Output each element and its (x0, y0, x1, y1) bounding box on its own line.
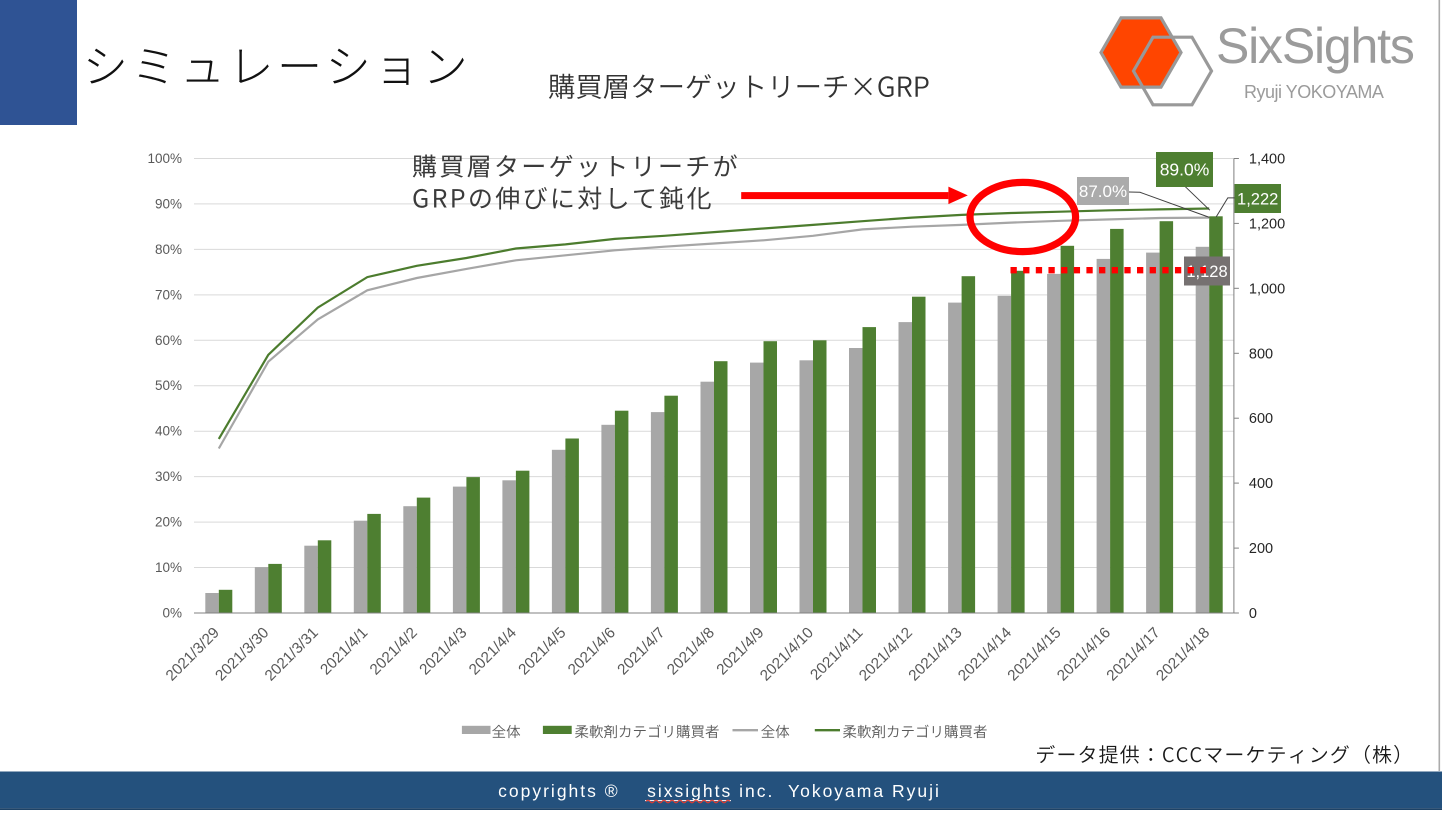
svg-text:1,222: 1,222 (1237, 190, 1278, 208)
svg-text:70%: 70% (155, 287, 182, 302)
svg-text:1,128: 1,128 (1186, 263, 1227, 281)
svg-text:2021/4/7: 2021/4/7 (614, 624, 668, 678)
svg-text:Ryuji YOKOYAMA: Ryuji YOKOYAMA (1244, 82, 1384, 102)
svg-text:SixSights: SixSights (1216, 18, 1414, 74)
svg-text:80%: 80% (155, 242, 182, 257)
svg-text:40%: 40% (155, 424, 182, 439)
svg-text:90%: 90% (155, 196, 182, 211)
svg-text:2021/4/1: 2021/4/1 (317, 624, 371, 678)
svg-text:30%: 30% (155, 469, 182, 484)
svg-text:2021/4/3: 2021/4/3 (416, 624, 470, 678)
svg-text:89.0%: 89.0% (1160, 160, 1210, 180)
svg-text:1,200: 1,200 (1249, 216, 1285, 232)
svg-text:2021/4/17: 2021/4/17 (1103, 624, 1163, 684)
svg-text:copyrights ® sixsights inc.: copyrights ® sixsights inc. Yokoyama Ryu… (498, 781, 941, 801)
svg-text:10%: 10% (155, 560, 182, 575)
svg-text:2021/4/5: 2021/4/5 (515, 624, 569, 678)
svg-text:20%: 20% (155, 515, 182, 530)
svg-text:2021/4/12: 2021/4/12 (856, 624, 916, 684)
svg-text:2021/4/4: 2021/4/4 (466, 624, 520, 678)
svg-text:2021/4/18: 2021/4/18 (1153, 624, 1213, 684)
svg-text:0%: 0% (162, 606, 182, 621)
svg-text:2021/4/10: 2021/4/10 (757, 624, 817, 684)
svg-text:2021/4/8: 2021/4/8 (664, 624, 718, 678)
svg-text:87.0%: 87.0% (1079, 182, 1127, 201)
svg-text:0: 0 (1249, 606, 1257, 622)
svg-text:1,400: 1,400 (1249, 152, 1285, 168)
svg-text:2021/4/6: 2021/4/6 (565, 624, 619, 678)
svg-text:60%: 60% (155, 333, 182, 348)
svg-text:400: 400 (1249, 476, 1273, 492)
svg-text:600: 600 (1249, 411, 1273, 427)
svg-text:200: 200 (1249, 541, 1273, 557)
svg-text:50%: 50% (155, 378, 182, 393)
svg-text:1,000: 1,000 (1249, 281, 1285, 297)
svg-text:2021/4/2: 2021/4/2 (367, 624, 421, 678)
svg-text:800: 800 (1249, 346, 1273, 362)
svg-text:2021/3/31: 2021/3/31 (262, 624, 322, 684)
svg-text:100%: 100% (147, 151, 182, 166)
